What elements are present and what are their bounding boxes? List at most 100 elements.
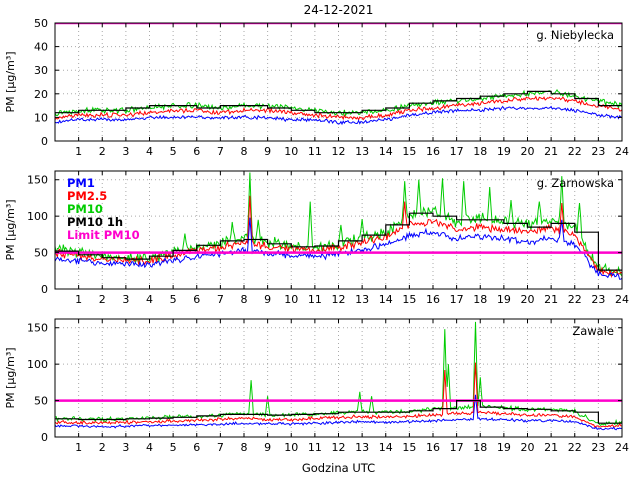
tick-labels: 1 2 3 4 5 6 7 8 9 10 11 12 13 14 15 16 17 18 19 20 21 22 23 240… (27, 174, 629, 306)
series-pm10-1h-step (55, 400, 622, 424)
svg-text:8: 8 (241, 441, 248, 454)
svg-text:8: 8 (241, 293, 248, 306)
series-pm2-5 (55, 362, 622, 428)
svg-text:100: 100 (27, 358, 48, 371)
svg-text:9: 9 (264, 441, 271, 454)
x-axis-label: Godzina UTC (302, 461, 375, 475)
svg-text:21: 21 (544, 145, 558, 158)
svg-text:3: 3 (122, 293, 129, 306)
chart-zarnowska: 1 2 3 4 5 6 7 8 9 10 11 12 13 14 15 16 17 18 19 20 21 22 23 240… (4, 170, 629, 306)
svg-text:2: 2 (99, 441, 106, 454)
figure-title: 24-12-2021 (303, 3, 374, 17)
svg-text:19: 19 (497, 145, 511, 158)
tick-labels: 1 2 3 4 5 6 7 8 9 10 11 12 13 14 15 16 17 18 19 20 21 22 23 240… (34, 18, 629, 158)
svg-text:8: 8 (241, 145, 248, 158)
svg-text:22: 22 (568, 441, 582, 454)
svg-text:23: 23 (591, 293, 605, 306)
svg-text:24: 24 (615, 441, 629, 454)
svg-text:22: 22 (568, 145, 582, 158)
chart-niebylecka: 1 2 3 4 5 6 7 8 9 10 11 12 13 14 15 16 17 18 19 20 21 22 23 240… (4, 18, 629, 158)
svg-text:7: 7 (217, 441, 224, 454)
svg-text:12: 12 (332, 293, 346, 306)
svg-text:11: 11 (308, 293, 322, 306)
legend-entry: PM2.5 (67, 189, 107, 203)
svg-text:40: 40 (34, 41, 48, 54)
svg-text:0: 0 (41, 135, 48, 148)
svg-text:10: 10 (284, 441, 298, 454)
svg-text:5: 5 (170, 293, 177, 306)
svg-text:20: 20 (521, 441, 535, 454)
series-pm1 (55, 217, 622, 280)
series-pm2-5 (55, 95, 622, 121)
tick-marks (55, 319, 623, 438)
station-label: Zawale (572, 324, 614, 338)
svg-text:13: 13 (355, 293, 369, 306)
svg-text:0: 0 (41, 283, 48, 296)
svg-text:2: 2 (99, 145, 106, 158)
svg-text:100: 100 (27, 210, 48, 223)
legend-entry: PM10 1h (67, 215, 123, 229)
svg-text:15: 15 (402, 293, 416, 306)
series-pm10-1h-step (55, 90, 622, 114)
svg-text:19: 19 (497, 441, 511, 454)
legend-entry: PM10 (67, 202, 103, 216)
svg-text:11: 11 (308, 441, 322, 454)
svg-text:6: 6 (193, 293, 200, 306)
svg-text:4: 4 (146, 441, 153, 454)
svg-text:24: 24 (615, 145, 629, 158)
svg-text:16: 16 (426, 441, 440, 454)
svg-text:13: 13 (355, 145, 369, 158)
svg-text:23: 23 (591, 441, 605, 454)
y-axis-label: PM [µg/m³] (4, 51, 17, 112)
svg-text:6: 6 (193, 441, 200, 454)
svg-text:20: 20 (521, 145, 535, 158)
y-axis-label: PM [µg/m³] (4, 199, 17, 260)
svg-text:15: 15 (402, 145, 416, 158)
svg-text:14: 14 (379, 145, 393, 158)
svg-text:12: 12 (332, 145, 346, 158)
svg-text:22: 22 (568, 293, 582, 306)
svg-text:17: 17 (450, 441, 464, 454)
svg-text:3: 3 (122, 441, 129, 454)
svg-text:18: 18 (473, 145, 487, 158)
legend-entry: PM1 (67, 176, 95, 190)
svg-text:1: 1 (75, 145, 82, 158)
svg-text:19: 19 (497, 293, 511, 306)
svg-text:17: 17 (450, 293, 464, 306)
svg-text:5: 5 (170, 441, 177, 454)
station-label: g. Niebylecka (536, 28, 614, 42)
station-label: g. Zarnowska (537, 176, 614, 190)
chart-zawale: 1 2 3 4 5 6 7 8 9 10 11 12 13 14 15 16 17 18 19 20 21 22 23 240… (4, 318, 629, 475)
svg-text:24: 24 (615, 293, 629, 306)
svg-text:13: 13 (355, 441, 369, 454)
svg-text:4: 4 (146, 293, 153, 306)
svg-text:18: 18 (473, 293, 487, 306)
svg-text:16: 16 (426, 293, 440, 306)
y-axis-label: PM [µg/m³] (4, 347, 17, 408)
svg-text:9: 9 (264, 145, 271, 158)
series-pm1 (55, 394, 622, 431)
series-pm10-1h-step (55, 212, 622, 271)
svg-text:50: 50 (34, 247, 48, 260)
svg-text:6: 6 (193, 145, 200, 158)
svg-text:18: 18 (473, 441, 487, 454)
svg-text:4: 4 (146, 145, 153, 158)
plot-area (55, 171, 622, 289)
svg-text:20: 20 (521, 293, 535, 306)
svg-text:11: 11 (308, 145, 322, 158)
svg-text:9: 9 (264, 293, 271, 306)
svg-text:1: 1 (75, 441, 82, 454)
svg-text:14: 14 (379, 441, 393, 454)
svg-text:20: 20 (34, 88, 48, 101)
svg-text:21: 21 (544, 293, 558, 306)
svg-text:14: 14 (379, 293, 393, 306)
series-pm1 (55, 105, 622, 126)
svg-text:5: 5 (170, 145, 177, 158)
svg-text:150: 150 (27, 322, 48, 335)
svg-text:10: 10 (284, 293, 298, 306)
svg-text:1: 1 (75, 293, 82, 306)
svg-text:10: 10 (34, 111, 48, 124)
svg-text:17: 17 (450, 145, 464, 158)
